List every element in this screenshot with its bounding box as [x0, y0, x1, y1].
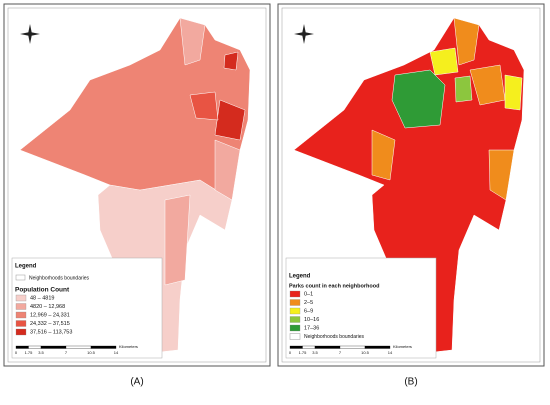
scale-label: 14 — [114, 350, 119, 355]
legend: Legend Neighborhoods boundaries Populati… — [11, 257, 163, 359]
region — [19, 17, 251, 201]
legend-swatch — [15, 320, 27, 327]
legend-swatch — [289, 333, 301, 340]
scale-segment — [314, 345, 341, 349]
legend-label: 24,332 – 37,515 — [30, 321, 70, 327]
legend-label: 2–5 — [304, 300, 313, 306]
legend-swatch — [15, 311, 27, 319]
map-panel: Legend Parks count in each neighborhood … — [277, 3, 545, 388]
legend-swatch — [289, 307, 301, 315]
inner-frame — [7, 7, 267, 363]
legend-label: 12,969 – 24,331 — [30, 312, 70, 318]
legend-swatch — [289, 324, 301, 332]
region — [189, 91, 219, 121]
scale-segment — [28, 345, 42, 349]
compass — [294, 24, 314, 44]
scale-unit: Kilometers — [119, 344, 138, 349]
scale-segment — [339, 345, 366, 349]
legend-heading: Parks count in each neighborhood — [289, 283, 379, 289]
map-panel: Legend Neighborhoods boundaries Populati… — [3, 3, 271, 388]
legend-title: Legend — [15, 264, 37, 270]
scale-label: 3.5 — [312, 350, 318, 355]
legend-label: 6–9 — [304, 308, 313, 314]
caption: (B) — [404, 377, 417, 388]
inner-frame — [281, 7, 541, 363]
region — [429, 47, 523, 111]
legend-label: 4820 – 12,968 — [30, 304, 65, 310]
caption: (A) — [130, 377, 143, 388]
boundary-label: Neighborhoods boundaries — [304, 334, 365, 340]
region — [164, 17, 241, 286]
scale-segment — [40, 345, 67, 349]
legend-title: Legend — [289, 274, 311, 280]
region — [214, 51, 246, 141]
scale-label: 10.5 — [87, 350, 96, 355]
region — [454, 75, 473, 103]
legend-label: 10–16 — [304, 317, 319, 323]
scale-label: 7 — [65, 350, 68, 355]
region — [391, 69, 446, 129]
legend-label: 37,516 – 113,753 — [30, 329, 72, 335]
scale-segment — [289, 345, 303, 349]
legend-label: 0–1 — [304, 291, 313, 297]
scale-segment — [364, 345, 391, 349]
scale-label: 0 — [289, 350, 292, 355]
legend-label: 48 – 4819 — [30, 295, 54, 301]
scale-unit: Kilometers — [393, 344, 412, 349]
scale-label: 7 — [339, 350, 342, 355]
legend-swatch — [289, 299, 301, 306]
legend-swatch — [15, 328, 27, 336]
scale-label: 1.75 — [299, 350, 308, 355]
scale-label: 10.5 — [361, 350, 370, 355]
legend-heading: Population Count — [15, 287, 70, 294]
boundary-label: Neighborhoods boundaries — [29, 275, 90, 281]
scale-segment — [302, 345, 316, 349]
legend-label: 17–36 — [304, 325, 319, 331]
legend: Legend Parks count in each neighborhood … — [285, 257, 437, 359]
legend-swatch — [289, 290, 301, 298]
compass — [20, 24, 40, 44]
scale-segment — [90, 345, 117, 349]
scale-label: 0 — [15, 350, 18, 355]
scale-label: 14 — [388, 350, 393, 355]
scale-segment — [15, 345, 29, 349]
scale-label: 3.5 — [38, 350, 44, 355]
legend-swatch — [15, 294, 27, 302]
legend-swatch — [289, 316, 301, 323]
scale-label: 1.75 — [25, 350, 34, 355]
legend-swatch — [15, 303, 27, 310]
scale-segment — [65, 345, 92, 349]
